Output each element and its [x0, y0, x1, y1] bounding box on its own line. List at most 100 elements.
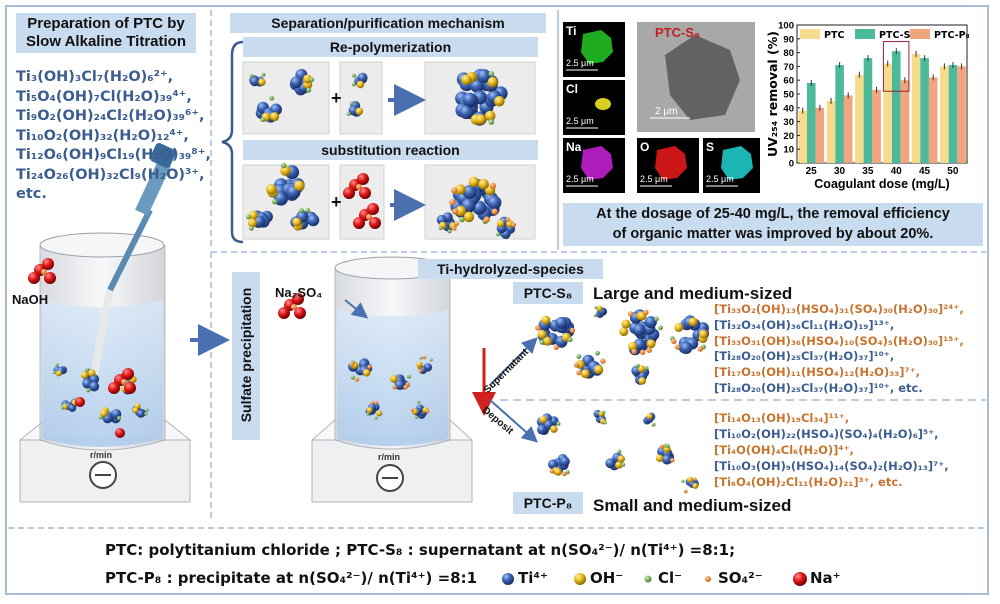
legend-ion-icon — [705, 576, 711, 582]
prep-formula: Ti₁₀O₂(OH)₃₂(H₂O)₁₂⁴⁺, — [16, 127, 189, 144]
ti-species-cluster-icon — [593, 305, 608, 318]
bar-PTC-35 — [855, 74, 864, 163]
ti-species-cluster-icon — [643, 412, 656, 427]
bar-PTC-P₈-35 — [872, 89, 881, 163]
ti-species-cluster-icon — [631, 363, 650, 385]
prep-formula: Ti₂₄O₂₆(OH)₃₂Cl₉(H₂O)³⁺, — [16, 166, 205, 183]
p8-formula: [Ti₄O(OH)₄Cl₆(H₂O)]⁴⁺, — [714, 443, 854, 457]
plus-sign: + — [331, 192, 342, 212]
bar-PTC-P₈-30 — [843, 95, 853, 163]
prep-formula: Ti₉O₂(OH)₂₄Cl₂(H₂O)₃₉⁶⁺, — [16, 108, 205, 124]
ti-species-cluster-icon — [669, 315, 710, 354]
ti-species-cluster-icon — [449, 176, 502, 224]
x-tick-label: 50 — [947, 166, 959, 177]
bar-PTC-30 — [826, 100, 836, 163]
ti-species-cluster-icon — [410, 400, 430, 419]
ti-species-cluster-icon — [573, 350, 606, 379]
legend-ion-icon — [574, 573, 586, 585]
legend-label: PTC-P₈ — [934, 30, 970, 41]
x-tick-label: 30 — [834, 166, 846, 177]
legend-ion-icon — [502, 573, 514, 585]
x-tick-label: 45 — [919, 166, 931, 177]
bar-PTC-45 — [911, 53, 921, 164]
ptc-p8-label: PTC-P₈ — [513, 492, 583, 514]
ti-species-cluster-icon — [132, 403, 149, 418]
eds-element-label: Cl — [566, 82, 578, 96]
p8-formula: [Ti₁₀O₂(OH)₂₂(HSO₄)(SO₄)₄(H₂O)₆]⁵⁺, — [714, 427, 939, 441]
eds-element-label: O — [640, 140, 650, 154]
bar-PTC-S₈-35 — [863, 58, 873, 164]
footer-line2: PTC-P₈ : precipitate at n(SO₄²⁻)/ n(Ti⁴⁺… — [105, 569, 478, 587]
s8-formula: [Ti₂₈O₂₀(OH)₂₅Cl₃₇(H₂O)₃₇]¹⁰⁺, etc. — [714, 380, 923, 395]
x-tick-label: 35 — [862, 166, 874, 177]
prep-formula: Ti₅O₄(OH)₇Cl(H₂O)₃₉⁴⁺, — [16, 88, 192, 105]
ti-species-cluster-icon — [535, 315, 576, 351]
bar-PTC-P₈-45 — [928, 77, 938, 163]
ti-species-cluster-icon — [495, 216, 516, 239]
outer-frame — [5, 5, 989, 595]
s8-formula: [Ti₁₇O₁₉(OH)₁₁(HSO₄)₁₂(H₂O)₃₃]⁷⁺, — [714, 365, 921, 380]
y-tick-label: 90 — [783, 34, 794, 45]
na2so4-label: Na₂SO₄ — [275, 285, 323, 300]
eds-scale-bar: 2.5 μm — [566, 58, 594, 68]
mechanism-title: Separation/purification mechanism — [230, 13, 546, 33]
ti-species-cluster-icon — [249, 72, 266, 87]
prep-formula: Ti₃(OH)₃Cl₇(H₂O)₆²⁺, — [16, 69, 174, 85]
ti-species-cluster-icon — [681, 476, 699, 494]
s8-formula: [Ti₂₈O₂₀(OH)₂₅Cl₃₇(H₂O)₃₇]¹⁰⁺, — [714, 349, 895, 364]
caption-line1: At the dosage of 25-40 mg/L, the removal… — [596, 206, 950, 222]
bar-PTC-S₈-30 — [835, 65, 844, 163]
y-axis-label: UV₂₅₄ removal (%) — [765, 31, 780, 157]
ti-species-cluster-icon — [98, 407, 122, 424]
footer-line1: PTC: polytitanium chloride ; PTC-S₈ : su… — [105, 541, 736, 559]
tem-sample-label: PTC-S₈ — [655, 25, 701, 40]
prep-formula: etc. — [16, 186, 47, 202]
ti-species-cluster-icon — [655, 443, 675, 465]
ti-species-cluster-icon — [80, 367, 100, 393]
ti-species-cluster-icon — [266, 162, 305, 206]
prep-title: Preparation of PTC by Slow Alkaline Titr… — [16, 13, 196, 53]
bar-PTC-S₈-25 — [807, 82, 816, 163]
substitution-title: substitution reaction — [243, 140, 538, 160]
s8-formula-list: [Ti₃₃O₂(OH)₁₃(HSO₄)₃₁(SO₄)₃₀(H₂O)₃₀]²⁴⁺,… — [714, 302, 964, 397]
eds-scale-bar: 2.5 μm — [566, 174, 594, 184]
bar-PTC-P₈-50 — [957, 66, 966, 163]
prep-title-line2: Slow Alkaline Titration — [25, 33, 187, 50]
sulfate-precipitation-label: Sulfate precipitation — [238, 287, 254, 423]
ti-species-cluster-icon — [290, 207, 320, 231]
p8-size-label: Small and medium-sized — [593, 496, 792, 515]
y-tick-label: 40 — [783, 103, 794, 114]
legend-label: PTC-S₈ — [879, 30, 915, 41]
y-tick-label: 100 — [778, 21, 794, 32]
bar-PTC-50 — [940, 66, 949, 163]
y-tick-label: 10 — [783, 145, 794, 156]
ti-species-cluster-icon — [390, 374, 411, 390]
y-tick-label: 80 — [783, 48, 794, 59]
ti-species-cluster-icon — [346, 100, 364, 117]
na2so4-molecule-icon — [108, 368, 136, 394]
legend-ion-icon — [644, 575, 652, 583]
legend-ion-label: Ti⁴⁺ — [518, 569, 548, 587]
beaker-naoh — [18, 143, 192, 503]
p8-formula: [Ti₆O₄(OH)₂Cl₁₁(H₂O)₂₁]³⁺, etc. — [714, 475, 903, 489]
ti-species-cluster-icon — [619, 309, 663, 356]
result-caption: At the dosage of 25-40 mg/L, the removal… — [563, 203, 983, 246]
legend-swatch — [855, 29, 875, 39]
legend-swatch — [910, 29, 930, 39]
y-tick-label: 60 — [783, 76, 794, 87]
y-tick-label: 20 — [783, 131, 794, 142]
ti-species-cluster-icon — [455, 68, 508, 126]
s8-formula: [Ti₃₂O₃₄(OH)₃₆Cl₁₁(H₂O)₁₉]¹³⁺, — [714, 317, 895, 332]
legend-ion-label: Na⁺ — [810, 569, 841, 587]
ti-species-cluster-icon — [593, 409, 607, 425]
eds-scale-bar: 2.5 μm — [566, 116, 594, 126]
eds-map-cl — [563, 80, 625, 135]
brace — [221, 40, 244, 244]
y-tick-label: 30 — [783, 117, 794, 128]
species-title: Ti-hydrolyzed-species — [418, 259, 603, 279]
bar-PTC-S₈-40 — [892, 51, 901, 163]
ti-species-cluster-icon — [436, 212, 460, 234]
ti-species-cluster-icon — [548, 454, 570, 477]
repolymerization-title: Re-polymerization — [243, 37, 538, 57]
naoh-label: NaOH — [12, 292, 49, 307]
